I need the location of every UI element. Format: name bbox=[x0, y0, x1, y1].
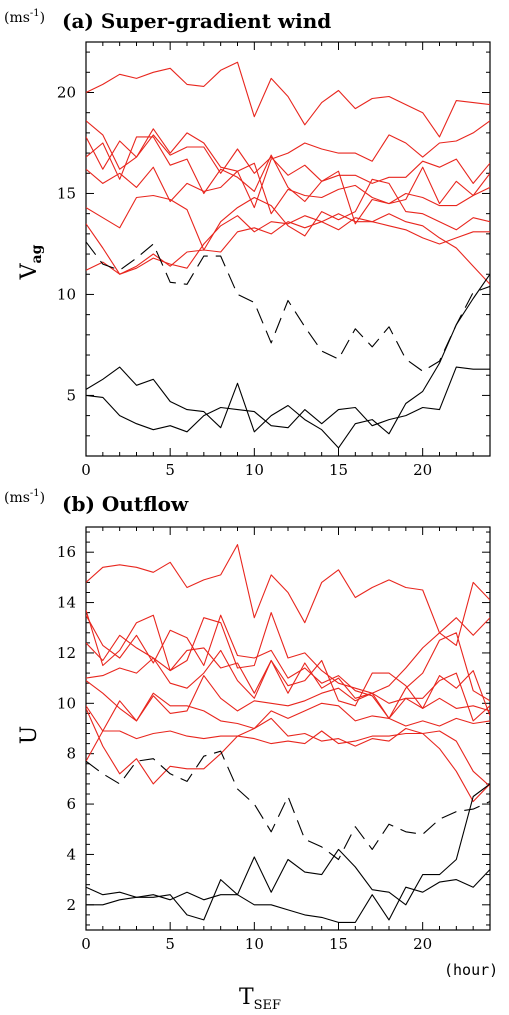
panel-b-plot-frame bbox=[85, 526, 491, 931]
panel-a-x-tick-label: 10 bbox=[245, 461, 264, 479]
panel-b-outflow: (ms-1) (b) Outflow U 0 5 10 15 20 2 4 6 8 10 12 14 1… bbox=[4, 488, 491, 953]
panel-a-series-8 bbox=[86, 213, 490, 285]
panel-a-series-4 bbox=[86, 136, 490, 225]
panel-b-y-tick-label: 4 bbox=[66, 845, 76, 863]
panel-a-axis-ticks: 0 5 10 15 20 5 10 15 20 bbox=[57, 42, 491, 479]
panel-b-series-10-dashed bbox=[86, 750, 490, 861]
panel-b-y-axis-label: U bbox=[17, 726, 42, 745]
panel-b-series-lines bbox=[86, 544, 490, 923]
panel-a-series-5 bbox=[86, 162, 490, 215]
panel-a-x-tick-label: 0 bbox=[81, 461, 91, 479]
panel-a-series-lines bbox=[86, 61, 490, 449]
panel-b-x-tick-label: 20 bbox=[413, 935, 432, 953]
panel-a-series-7 bbox=[86, 213, 490, 275]
panel-b-y-tick-label: 2 bbox=[66, 896, 76, 914]
panel-b-axis-ticks: 0 5 10 15 20 2 4 6 8 10 12 14 16 bbox=[57, 527, 491, 953]
panel-b-x-tick-label: 0 bbox=[81, 935, 91, 953]
panel-b-series-1 bbox=[86, 544, 490, 646]
panel-b-series-12 bbox=[86, 783, 490, 921]
panel-b-y-tick-label: 6 bbox=[66, 795, 76, 813]
panel-b-series-6 bbox=[86, 672, 490, 722]
panel-b-y-tick-label: 14 bbox=[57, 594, 76, 612]
panel-a-x-tick-label: 15 bbox=[329, 461, 348, 479]
panel-b-x-tick-label: 15 bbox=[329, 935, 348, 953]
panel-a-y-tick-label: 10 bbox=[57, 285, 76, 303]
panel-b-series-9 bbox=[86, 730, 490, 787]
panel-a-super-gradient-wind: (ms-1) (a) Super-gradient wind Vag 0 5 10 1… bbox=[4, 8, 491, 479]
panel-b-unit-label: (ms-1) bbox=[4, 488, 45, 506]
panel-b-y-tick-label: 12 bbox=[57, 644, 76, 662]
panel-b-series-3 bbox=[86, 614, 490, 719]
panel-b-series-5 bbox=[86, 649, 490, 719]
panel-a-series-3 bbox=[86, 134, 490, 184]
panel-a-y-tick-label: 15 bbox=[57, 184, 76, 202]
panel-a-y-axis-label: Vag bbox=[17, 244, 45, 280]
x-axis-unit-label: (hour) bbox=[444, 961, 498, 979]
panel-b-y-tick-label: 8 bbox=[66, 745, 76, 763]
panel-b-series-11 bbox=[86, 869, 490, 923]
panel-a-unit-label: (ms-1) bbox=[4, 8, 45, 26]
panel-a-x-tick-label: 20 bbox=[413, 461, 432, 479]
x-axis-label: TSEF bbox=[239, 985, 281, 1013]
panel-a-y-tick-label: 20 bbox=[57, 83, 76, 101]
panel-b-x-tick-label: 5 bbox=[165, 935, 175, 953]
panel-b-x-tick-label: 10 bbox=[245, 935, 264, 953]
panel-a-x-tick-label: 5 bbox=[165, 461, 175, 479]
panel-b-y-tick-label: 16 bbox=[57, 543, 76, 561]
panel-a-series-9-dashed bbox=[86, 241, 490, 372]
panel-a-series-1 bbox=[86, 61, 490, 138]
panel-b-title: (b) Outflow bbox=[62, 492, 189, 516]
panel-b-series-2 bbox=[86, 609, 490, 694]
panel-a-y-tick-label: 5 bbox=[66, 386, 76, 404]
panel-a-series-2 bbox=[86, 120, 490, 209]
panel-a-series-6 bbox=[86, 178, 490, 251]
panel-a-series-11 bbox=[86, 366, 490, 433]
svg-text:Vag: Vag bbox=[17, 244, 45, 280]
panel-b-y-tick-label: 10 bbox=[57, 694, 76, 712]
panel-b-series-7 bbox=[86, 692, 490, 732]
panel-a-series-10 bbox=[86, 273, 490, 449]
panel-a-title: (a) Super-gradient wind bbox=[62, 9, 331, 33]
svg-text:U: U bbox=[17, 726, 42, 745]
